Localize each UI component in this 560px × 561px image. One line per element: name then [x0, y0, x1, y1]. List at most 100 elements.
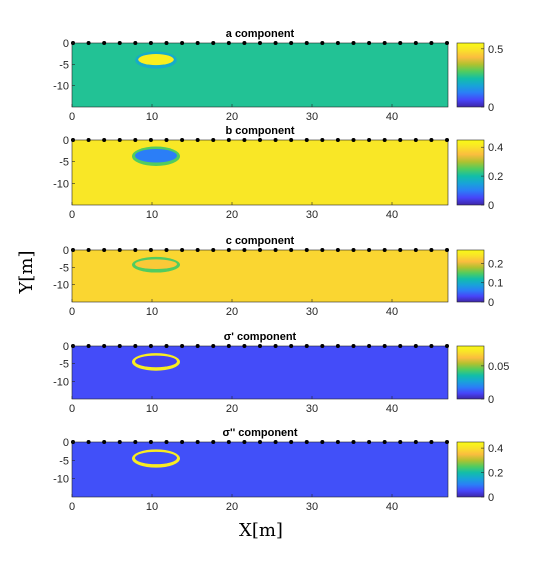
- electrode-marker: [180, 248, 185, 252]
- anomaly-interior: [135, 451, 177, 465]
- panel-title: σ'' component: [222, 427, 297, 439]
- electrode-marker: [445, 344, 449, 348]
- colorbar-tick-label: 0.4: [488, 443, 503, 455]
- colorbar-tick-label: 0: [488, 102, 494, 114]
- electrode-marker: [148, 344, 153, 348]
- electrode-marker: [258, 344, 262, 348]
- electrode-marker: [195, 41, 200, 45]
- panel-2: b component 0 10 20 30 40 0 -5 -10 0 0.2 0.4: [53, 125, 503, 221]
- electrode-marker: [320, 344, 325, 348]
- panel-title: c component: [226, 235, 295, 247]
- electrode-marker: [429, 41, 434, 45]
- electrode-marker: [211, 344, 216, 348]
- electrode-marker: [382, 248, 387, 252]
- colorbar-tick-label: 0: [488, 200, 494, 212]
- electrode-marker: [148, 138, 153, 142]
- y-tick-label: 0: [63, 135, 69, 147]
- panel-1: a component 0 10 20 30 40 0 -5 -10 0 0.5: [53, 28, 503, 123]
- x-tick-label: 30: [306, 111, 318, 123]
- electrode-marker: [211, 41, 216, 45]
- colorbar: [456, 42, 485, 108]
- electrode-marker: [180, 138, 185, 142]
- electrode-marker: [304, 248, 309, 252]
- electrode-marker: [133, 41, 138, 45]
- electrode-marker: [102, 41, 107, 45]
- x-tick-label: 10: [146, 501, 158, 513]
- x-tick-label: 0: [69, 111, 75, 123]
- electrode-marker: [320, 440, 325, 444]
- y-tick-label: -10: [53, 376, 69, 388]
- electrode-marker: [304, 440, 309, 444]
- electrode-marker: [429, 248, 434, 252]
- panel-5: σ'' component 0 10 20 30 40 0 -5 -10 0 0.2 0.4: [53, 427, 503, 513]
- electrode-marker: [273, 344, 278, 348]
- electrode-marker: [398, 248, 403, 252]
- x-tick-label: 0: [69, 209, 75, 221]
- electrode-marker: [242, 248, 247, 252]
- electrode-marker: [445, 41, 449, 45]
- electrode-marker: [102, 440, 107, 444]
- electrode-marker: [289, 138, 294, 142]
- x-tick-label: 20: [226, 501, 238, 513]
- panel-title: σ' component: [224, 331, 297, 343]
- colorbar: [456, 441, 485, 498]
- electrode-marker: [242, 41, 247, 45]
- electrode-marker: [195, 344, 200, 348]
- electrode-marker: [117, 248, 122, 252]
- electrode-marker: [335, 41, 340, 45]
- y-tick-label: -10: [53, 474, 69, 486]
- electrode-marker: [102, 138, 107, 142]
- y-tick-label: 0: [63, 38, 69, 50]
- x-tick-label: 30: [306, 209, 318, 221]
- colorbar-tick-label: 0.1: [488, 278, 503, 290]
- x-tick-label: 40: [386, 403, 398, 415]
- colorbar-tick-label: 0.5: [488, 44, 503, 56]
- x-tick-label: 10: [146, 403, 158, 415]
- electrode-marker: [133, 248, 138, 252]
- panel-title: b component: [225, 125, 294, 137]
- electrode-marker: [367, 440, 372, 444]
- electrode-marker: [429, 440, 434, 444]
- electrode-marker: [226, 41, 231, 45]
- electrode-marker: [117, 344, 122, 348]
- electrode-marker: [133, 344, 138, 348]
- electrode-marker: [164, 41, 169, 45]
- electrode-marker: [164, 138, 169, 142]
- y-tick-label: 0: [63, 437, 69, 449]
- electrode-marker: [86, 344, 91, 348]
- x-tick-label: 40: [386, 111, 398, 123]
- heatmap-background: [72, 442, 448, 497]
- electrode-marker: [335, 440, 340, 444]
- electrode-marker: [273, 138, 278, 142]
- electrode-marker: [226, 248, 231, 252]
- heatmap-background: [72, 140, 448, 205]
- colorbar: [456, 345, 485, 400]
- electrode-marker: [226, 344, 231, 348]
- y-tick-label: -10: [53, 280, 69, 292]
- y-tick-label: 0: [63, 341, 69, 353]
- electrode-marker: [351, 440, 356, 444]
- electrode-marker: [320, 41, 325, 45]
- electrode-marker: [148, 41, 153, 45]
- electrode-marker: [273, 248, 278, 252]
- x-tick-label: 20: [226, 403, 238, 415]
- electrode-marker: [86, 440, 91, 444]
- electrode-marker: [382, 344, 387, 348]
- electrode-marker: [86, 248, 91, 252]
- electrode-marker: [133, 440, 138, 444]
- panel-3: c component 0 10 20 30 40 0 -5 -10 0 0.1 0.2: [53, 235, 503, 318]
- electrode-marker: [117, 440, 122, 444]
- x-tick-label: 10: [146, 111, 158, 123]
- electrode-marker: [413, 344, 418, 348]
- x-tick-label: 40: [386, 306, 398, 318]
- electrode-marker: [117, 138, 122, 142]
- electrode-marker: [289, 248, 294, 252]
- electrode-marker: [289, 344, 294, 348]
- electrode-marker: [413, 440, 418, 444]
- electrode-marker: [382, 440, 387, 444]
- panel-title: a component: [226, 28, 295, 40]
- y-tick-label: -10: [53, 178, 69, 190]
- electrode-marker: [351, 138, 356, 142]
- electrode-marker: [258, 248, 262, 252]
- x-tick-label: 40: [386, 501, 398, 513]
